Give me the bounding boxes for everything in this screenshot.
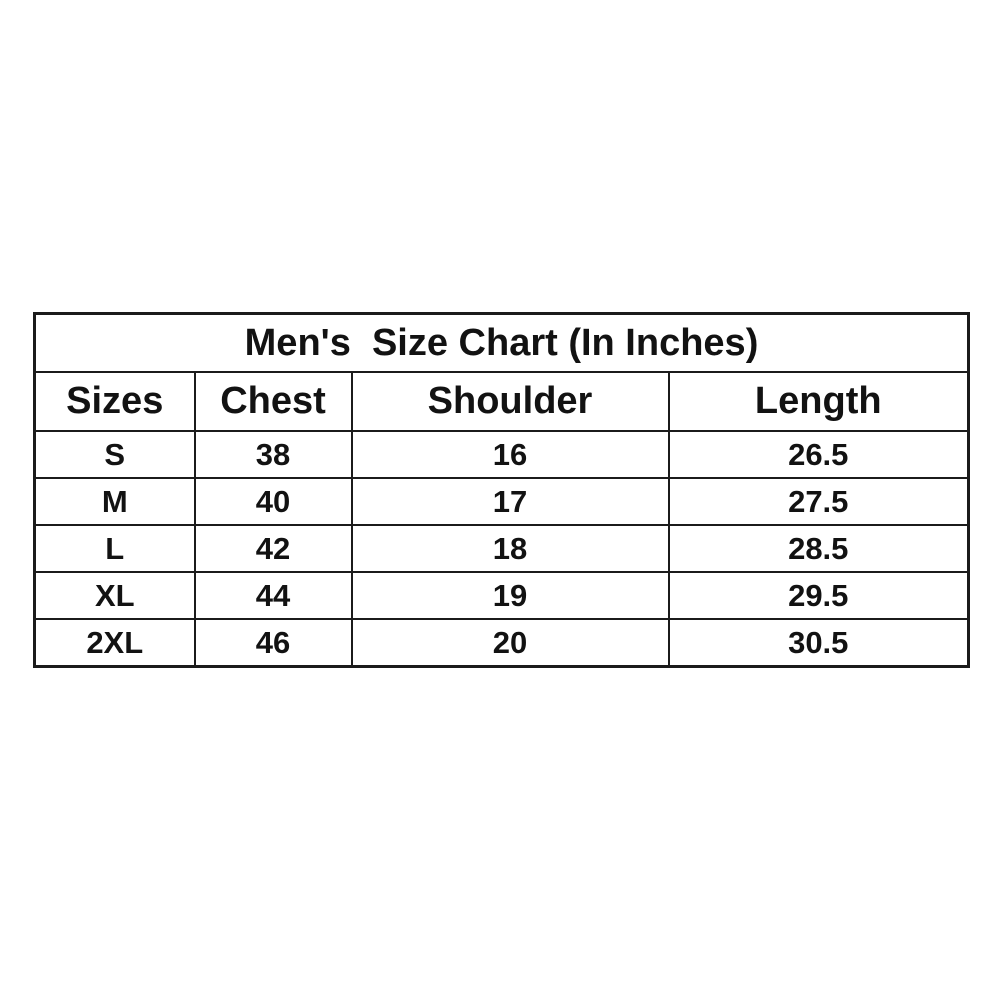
title-row: Men's Size Chart (In Inches) [33, 312, 970, 373]
cell-shoulder: 16 [350, 430, 670, 479]
header-row: Sizes Chest Shoulder Length [33, 371, 970, 432]
cell-chest: 44 [193, 571, 353, 620]
cell-size: S [33, 430, 196, 479]
cell-size: M [33, 477, 196, 526]
column-header-chest: Chest [193, 371, 353, 432]
cell-chest: 38 [193, 430, 353, 479]
cell-size: L [33, 524, 196, 573]
table-row-l: L 42 18 28.5 [33, 524, 970, 573]
cell-chest: 40 [193, 477, 353, 526]
cell-length: 27.5 [667, 477, 970, 526]
cell-size: XL [33, 571, 196, 620]
table-row-2xl: 2XL 46 20 30.5 [33, 618, 970, 668]
cell-shoulder: 17 [350, 477, 670, 526]
table-row-xl: XL 44 19 29.5 [33, 571, 970, 620]
size-chart-table: Men's Size Chart (In Inches) Sizes Chest… [33, 312, 970, 668]
cell-shoulder: 20 [350, 618, 670, 668]
column-header-length: Length [667, 371, 970, 432]
cell-shoulder: 19 [350, 571, 670, 620]
column-header-sizes: Sizes [33, 371, 196, 432]
chart-title: Men's Size Chart (In Inches) [33, 312, 970, 373]
cell-chest: 42 [193, 524, 353, 573]
cell-shoulder: 18 [350, 524, 670, 573]
cell-length: 29.5 [667, 571, 970, 620]
cell-chest: 46 [193, 618, 353, 668]
cell-length: 26.5 [667, 430, 970, 479]
cell-length: 28.5 [667, 524, 970, 573]
table-row-m: M 40 17 27.5 [33, 477, 970, 526]
cell-length: 30.5 [667, 618, 970, 668]
column-header-shoulder: Shoulder [350, 371, 670, 432]
cell-size: 2XL [33, 618, 196, 668]
table-row-s: S 38 16 26.5 [33, 430, 970, 479]
